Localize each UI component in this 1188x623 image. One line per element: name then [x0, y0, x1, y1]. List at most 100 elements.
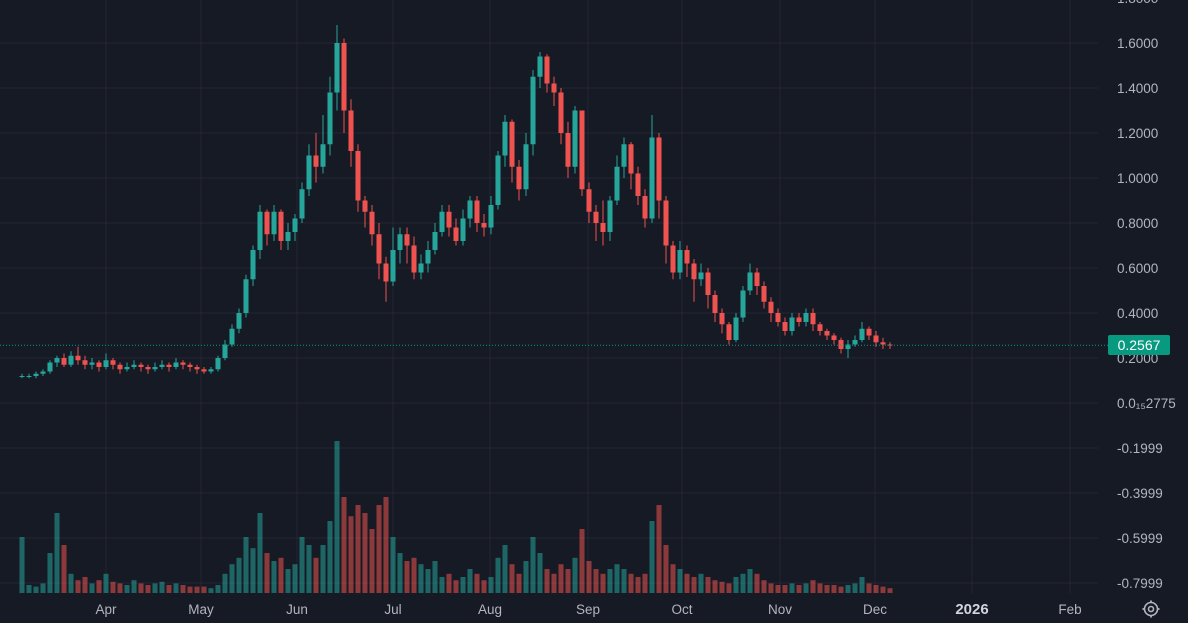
candle[interactable]	[789, 313, 795, 336]
candle[interactable]	[467, 196, 473, 228]
candle[interactable]	[173, 358, 179, 370]
candle[interactable]	[341, 38, 347, 134]
candle[interactable]	[761, 281, 767, 309]
candle[interactable]	[278, 209, 284, 251]
candle[interactable]	[117, 362, 123, 374]
candle[interactable]	[26, 373, 32, 379]
candle[interactable]	[656, 133, 662, 219]
candle[interactable]	[194, 364, 200, 374]
candle[interactable]	[320, 115, 326, 174]
candle[interactable]	[243, 274, 249, 318]
candle[interactable]	[866, 326, 872, 341]
candle[interactable]	[621, 137, 627, 179]
candle[interactable]	[397, 227, 403, 264]
candle[interactable]	[222, 340, 228, 361]
candle[interactable]	[775, 308, 781, 327]
gear-icon[interactable]	[1141, 599, 1161, 619]
candle[interactable]	[803, 308, 809, 327]
candle[interactable]	[600, 200, 606, 246]
candle[interactable]	[628, 142, 634, 190]
candle[interactable]	[684, 245, 690, 278]
candle[interactable]	[642, 189, 648, 228]
candle[interactable]	[712, 290, 718, 323]
candle[interactable]	[796, 313, 802, 327]
candle[interactable]	[859, 322, 865, 343]
candle[interactable]	[635, 166, 641, 205]
candle[interactable]	[677, 241, 683, 280]
candle[interactable]	[887, 342, 893, 349]
candle[interactable]	[565, 121, 571, 178]
candle[interactable]	[495, 151, 501, 210]
candle[interactable]	[96, 360, 102, 372]
candle[interactable]	[880, 337, 886, 349]
candle[interactable]	[369, 205, 375, 246]
candle[interactable]	[733, 313, 739, 343]
candle[interactable]	[334, 25, 340, 111]
candle[interactable]	[124, 362, 130, 372]
candle[interactable]	[460, 209, 466, 246]
candle[interactable]	[229, 324, 235, 347]
candle[interactable]	[327, 76, 333, 156]
candle[interactable]	[551, 76, 557, 106]
candle[interactable]	[502, 115, 508, 167]
candle[interactable]	[61, 353, 67, 368]
candle[interactable]	[516, 160, 522, 201]
candle[interactable]	[432, 223, 438, 255]
candle[interactable]	[404, 227, 410, 264]
candle[interactable]	[530, 70, 536, 156]
candle[interactable]	[383, 256, 389, 302]
candle[interactable]	[208, 367, 214, 374]
candle[interactable]	[523, 133, 529, 196]
candle[interactable]	[509, 119, 515, 183]
candle[interactable]	[103, 353, 109, 370]
candle[interactable]	[47, 360, 53, 374]
candle[interactable]	[180, 360, 186, 370]
candle[interactable]	[411, 236, 417, 280]
candle[interactable]	[845, 340, 851, 358]
candle[interactable]	[719, 308, 725, 334]
candle[interactable]	[474, 196, 480, 232]
candle[interactable]	[691, 259, 697, 302]
x-axis[interactable]: Apr May Jun Jul Aug Sep Oct Nov Dec 2026 Feb	[95, 601, 1081, 618]
candle[interactable]	[82, 355, 88, 370]
candle[interactable]	[299, 182, 305, 224]
candle[interactable]	[257, 205, 263, 259]
candle[interactable]	[768, 297, 774, 322]
candle[interactable]	[250, 245, 256, 287]
candle[interactable]	[593, 205, 599, 241]
candle[interactable]	[446, 205, 452, 237]
candle[interactable]	[824, 328, 830, 340]
candle[interactable]	[376, 223, 382, 280]
candle[interactable]	[439, 205, 445, 237]
candle[interactable]	[726, 322, 732, 345]
candle[interactable]	[313, 133, 319, 183]
candle[interactable]	[747, 263, 753, 296]
candle[interactable]	[166, 362, 172, 372]
candle[interactable]	[306, 144, 312, 196]
candle[interactable]	[698, 263, 704, 287]
candle[interactable]	[390, 227, 396, 287]
candle[interactable]	[362, 196, 368, 228]
candle[interactable]	[89, 358, 95, 370]
candle[interactable]	[215, 355, 221, 372]
candle[interactable]	[271, 205, 277, 241]
candle[interactable]	[292, 214, 298, 241]
candle[interactable]	[572, 106, 578, 174]
candle[interactable]	[558, 88, 564, 145]
candle[interactable]	[68, 351, 74, 367]
candle[interactable]	[425, 241, 431, 273]
candle[interactable]	[152, 362, 158, 372]
candle[interactable]	[159, 360, 165, 370]
candle[interactable]	[817, 322, 823, 336]
candle[interactable]	[264, 209, 270, 246]
candle[interactable]	[705, 268, 711, 309]
candle[interactable]	[348, 99, 354, 167]
candle[interactable]	[614, 155, 620, 206]
candle[interactable]	[488, 196, 494, 235]
candle[interactable]	[740, 286, 746, 322]
candlestick-series[interactable]	[19, 25, 893, 379]
candle[interactable]	[187, 362, 193, 372]
candle[interactable]	[418, 254, 424, 280]
candle[interactable]	[285, 223, 291, 250]
